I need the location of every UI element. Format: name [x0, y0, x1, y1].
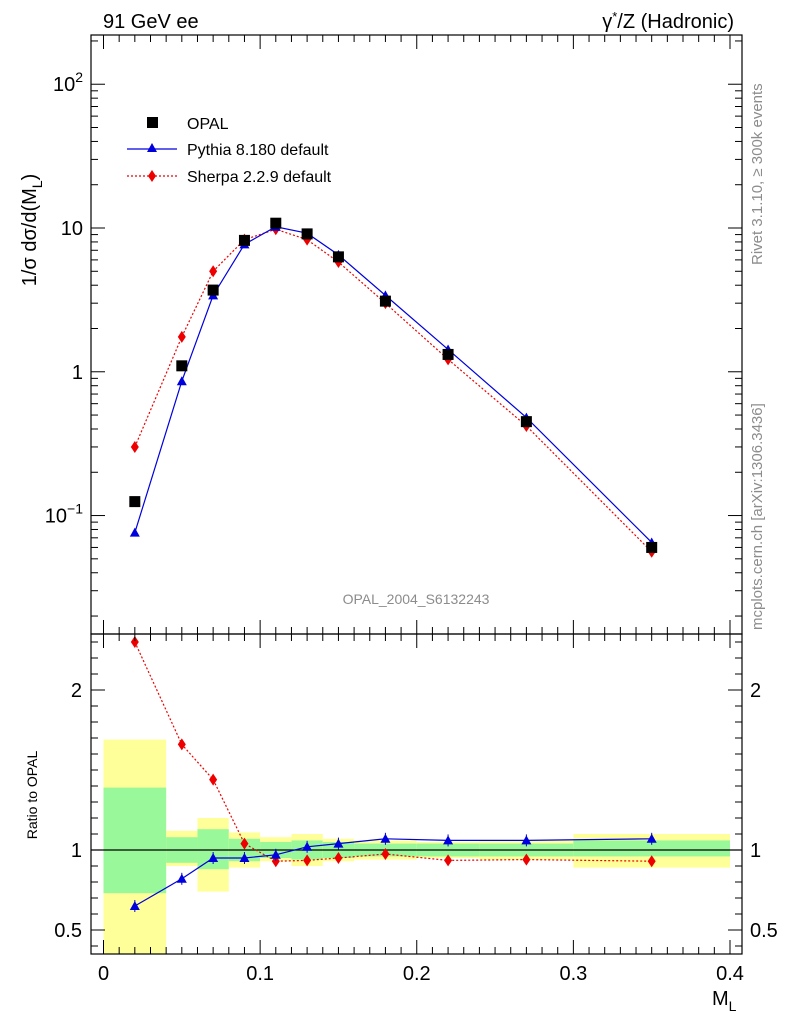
main-opal-point — [379, 295, 391, 307]
ratio-ytick-label-right: 1 — [750, 840, 761, 862]
main-opal-point — [301, 228, 313, 240]
main-ytick-label: 10 — [61, 218, 83, 240]
ratio-band-inner — [103, 787, 167, 894]
ratio-sherpa-point — [240, 837, 249, 850]
ratio-axes: 0 0.1 0.2 0.3 0.4 0.5 0.5 1 1 2 2 — [54, 634, 778, 985]
header-left: 91 GeV ee — [103, 11, 199, 33]
ratio-sherpa-point — [381, 848, 390, 860]
ratio-sherpa-point — [303, 854, 312, 867]
mcplots-label: mcplots.cern.ch [arXiv:1306.3436] — [749, 403, 766, 630]
main-panel: 10−1 1 10 102 1/σ dσ/d(ML) OPAL_2004_S61322… — [19, 34, 743, 635]
ratio-sherpa-point — [334, 852, 343, 864]
main-axes: 10−1 1 10 102 — [45, 35, 742, 634]
ratio-xtick-label: 0.3 — [559, 963, 587, 985]
analysis-id: OPAL_2004_S6132243 — [343, 591, 490, 607]
ratio-sherpa-point — [209, 773, 218, 786]
main-opal-point — [207, 284, 219, 296]
main-opal-point — [332, 251, 344, 263]
ratio-pythia-point — [646, 833, 657, 843]
legend-sherpa-label: Sherpa 2.2.9 default — [187, 169, 332, 186]
main-marks — [129, 217, 658, 558]
main-opal-point — [520, 416, 532, 428]
ratio-sherpa-line — [134, 641, 652, 862]
main-y-label: 1/σ dσ/d(ML) — [19, 174, 45, 287]
ratio-pythia-point — [443, 835, 454, 845]
main-sherpa-point — [209, 265, 218, 278]
ratio-xtick-label: 0 — [98, 963, 109, 985]
legend-sherpa-marker — [148, 170, 156, 182]
main-opal-point — [270, 217, 282, 229]
ratio-ytick-label-right: 2 — [750, 680, 761, 702]
ratio-band-inner — [573, 840, 730, 857]
main-pythia-point — [176, 376, 187, 386]
ratio-panel: 0 0.1 0.2 0.3 0.4 0.5 0.5 1 1 2 2 Ratio to OPAL ML — [24, 633, 778, 1014]
legend: OPAL Pythia 8.180 default Sherpa 2.2.9 d… — [127, 116, 332, 186]
ratio-sherpa-point — [522, 853, 531, 866]
legend-pythia-marker — [147, 143, 157, 152]
main-sherpa-point — [177, 330, 186, 343]
legend-opal-label: OPAL — [187, 116, 229, 133]
main-ytick-label: 102 — [53, 69, 83, 96]
legend-pythia-label: Pythia 8.180 default — [187, 142, 329, 159]
ratio-pythia-point — [208, 853, 219, 862]
main-sherpa-point — [130, 440, 139, 453]
main-sherpa-line — [134, 228, 653, 553]
main-opal-point — [442, 348, 454, 360]
main-opal-point — [176, 360, 188, 372]
ratio-pythia-point — [333, 838, 344, 848]
ratio-xtick-label: 0.4 — [716, 963, 744, 985]
ratio-frame — [90, 633, 743, 955]
ratio-sherpa-point — [444, 854, 453, 867]
main-ytick-label: 10−1 — [45, 501, 83, 528]
ratio-sherpa-point — [647, 855, 656, 868]
ratio-pythia-point — [302, 841, 313, 851]
ratio-pythia-point — [129, 901, 140, 910]
ratio-marks — [91, 636, 742, 954]
main-opal-point — [646, 541, 658, 553]
x-axis-label: ML — [712, 988, 737, 1014]
ratio-pythia-point — [380, 833, 391, 843]
ratio-ytick-label-left: 1 — [71, 840, 82, 862]
ratio-pythia-point — [176, 873, 187, 883]
ratio-pythia-point — [239, 853, 250, 862]
ratio-sherpa-point — [177, 738, 186, 751]
main-opal-point — [129, 496, 141, 508]
ratio-xtick-label: 0.1 — [246, 963, 274, 985]
ratio-ytick-label-left: 2 — [71, 680, 82, 702]
ratio-sherpa-point — [130, 636, 139, 648]
rivet-label: Rivet 3.1.10, ≥ 300k events — [749, 83, 766, 265]
ratio-ytick-label-left: 0.5 — [54, 920, 82, 942]
main-opal-point — [238, 234, 250, 246]
ratio-pythia-point — [521, 835, 532, 845]
legend-opal-marker — [147, 117, 158, 128]
main-ytick-label: 1 — [72, 362, 83, 384]
ratio-y-label: Ratio to OPAL — [24, 751, 40, 840]
ratio-pythia-point — [270, 849, 281, 859]
ratio-xtick-label: 0.2 — [403, 963, 431, 985]
main-pythia-point — [129, 527, 140, 537]
header-right: γ*/Z (Hadronic) — [602, 9, 734, 33]
ratio-ytick-label-right: 0.5 — [750, 920, 778, 942]
